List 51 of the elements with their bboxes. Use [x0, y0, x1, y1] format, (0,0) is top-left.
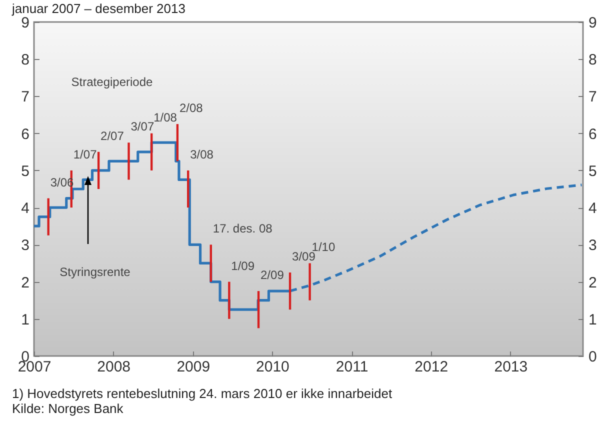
y2-tick-label: 3 [588, 237, 597, 254]
x-tick-label: 2013 [494, 358, 528, 376]
text: 1) Hovedstyrets rentebeslutning 24. mars 2010 er ikke innarbeidet [11, 386, 394, 401]
bar [210, 244, 212, 282]
y2-tick-label: 5 [588, 162, 597, 180]
y-tick-label: 6 [21, 126, 30, 143]
y-tick-label: 1 [21, 311, 30, 328]
bar [97, 152, 100, 189]
bar [128, 142, 130, 180]
y2-tick-label: 4 [588, 200, 597, 218]
y2-tick-label: 1 [588, 311, 597, 328]
chart-title: januar 2007 – desember 2013 [10, 1, 186, 16]
bar [308, 263, 311, 300]
bar [288, 272, 292, 310]
annotation: 3/08 [190, 147, 214, 162]
x-tick-label: 2008 [97, 358, 131, 376]
bar [47, 198, 50, 236]
annotation: 3/09 [292, 250, 316, 264]
x-tick-label: 2010 [256, 358, 290, 376]
annotation: Styringsrente [60, 265, 131, 279]
y2-tick-label: 2 [588, 274, 597, 292]
bar [228, 282, 230, 319]
bar [186, 170, 190, 208]
y-tick-label: 2 [21, 274, 30, 292]
annotation: 2/07 [100, 128, 124, 143]
annotation: 1/07 [73, 147, 98, 162]
bar [257, 291, 260, 328]
y-tick-label: 4 [21, 200, 30, 218]
annotation: 2/09 [260, 268, 284, 282]
y-tick-label: 8 [21, 52, 30, 69]
y-tick-label: 5 [21, 162, 30, 180]
x-tick-label: 2009 [176, 358, 210, 376]
annotation: 17. des. 08 [212, 222, 273, 236]
bar [150, 133, 153, 170]
y2-tick-label: 6 [588, 126, 597, 143]
annotation: 1/08 [154, 110, 178, 124]
annotation: 1/09 [231, 258, 255, 273]
y-tick-label: 7 [21, 88, 30, 106]
annotation: Strategiperiode [71, 75, 154, 89]
y-tick-label: 9 [21, 14, 30, 32]
annotation: 3/07 [130, 120, 154, 134]
text: Kilde: Norges Bank [11, 401, 124, 416]
y2-tick-label: 0 [588, 348, 597, 366]
y2-tick-label: 9 [588, 14, 597, 32]
y-tick-label: 3 [21, 237, 30, 254]
annotation: 2/08 [179, 101, 204, 116]
y2-tick-label: 7 [588, 88, 597, 106]
x-tick-label: 2011 [336, 358, 368, 376]
y2-tick-label: 8 [588, 52, 597, 69]
x-tick-label: 2012 [414, 358, 448, 376]
bar [176, 124, 179, 162]
